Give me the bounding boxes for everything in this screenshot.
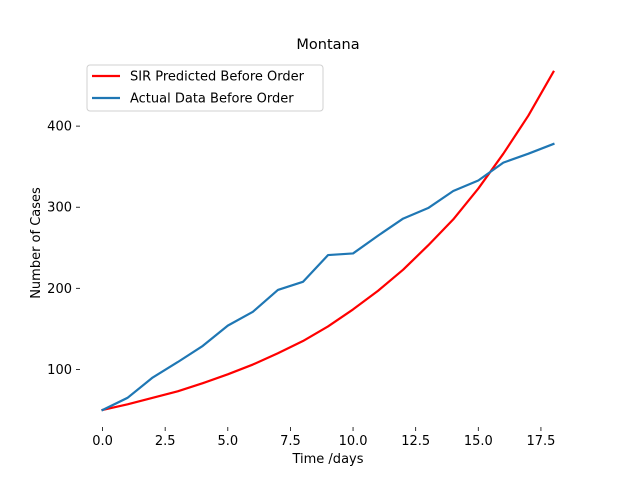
x-tick-label: 12.5 xyxy=(401,434,430,449)
legend-label-1: SIR Predicted Before Order xyxy=(130,70,305,85)
x-tick-label: 10.0 xyxy=(339,434,368,449)
y-tick-label: 300 xyxy=(47,201,72,216)
x-tick-label: 0.0 xyxy=(92,434,113,449)
x-axis-label: Time /days xyxy=(291,452,363,467)
plot-area xyxy=(101,70,555,412)
legend: SIR Predicted Before Order Actual Data Be… xyxy=(86,64,324,112)
x-tick-label: 5.0 xyxy=(217,434,238,449)
x-axis-ticks: 0.0 2.5 5.0 7.5 10.0 12.5 15.0 17.5 xyxy=(92,427,555,449)
y-tick-label: 200 xyxy=(47,282,72,297)
x-tick-label: 2.5 xyxy=(155,434,176,449)
x-tick-label: 7.5 xyxy=(280,434,301,449)
series-line-2 xyxy=(101,142,555,412)
chart-title: Montana xyxy=(296,37,359,53)
series-line-1 xyxy=(101,70,555,412)
y-tick-label: 400 xyxy=(47,120,72,135)
y-axis-label: Number of Cases xyxy=(29,187,44,299)
legend-frame xyxy=(86,64,324,112)
y-tick-label: 100 xyxy=(47,363,72,378)
y-axis-ticks: 100 200 300 400 xyxy=(47,120,80,378)
legend-label-2: Actual Data Before Order xyxy=(130,92,294,107)
x-tick-label: 15.0 xyxy=(464,434,493,449)
x-tick-label: 17.5 xyxy=(526,434,555,449)
